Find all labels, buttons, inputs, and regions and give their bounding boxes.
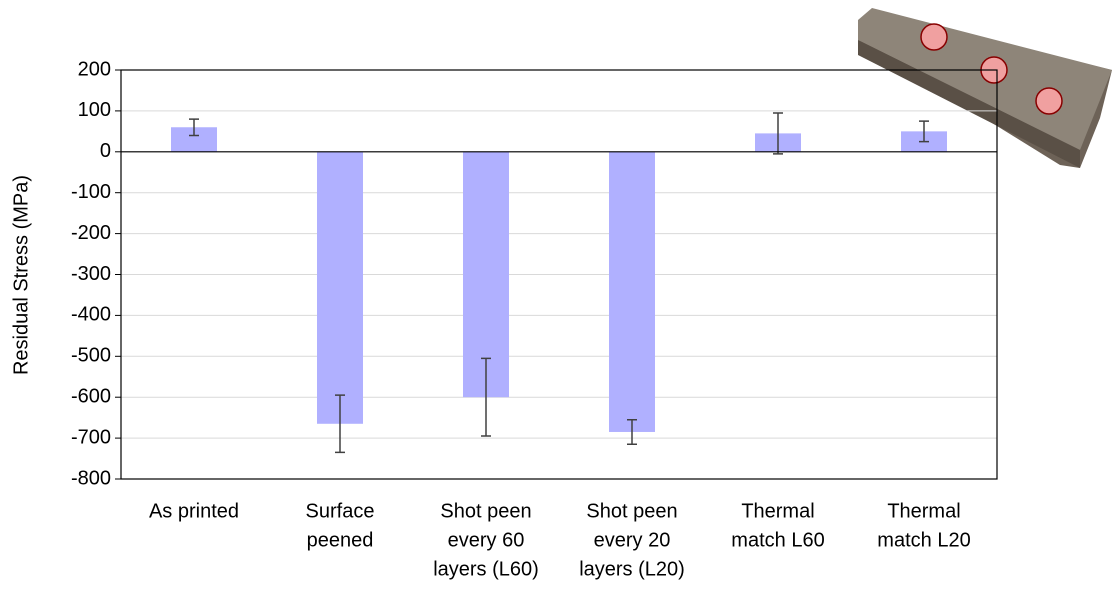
y-tick-label: -800	[71, 467, 111, 489]
specimen-photo	[858, 8, 1112, 168]
bar	[609, 152, 655, 432]
x-tick-label: Thermal	[887, 500, 960, 522]
x-tick-label: layers (L60)	[433, 558, 539, 580]
y-tick-label: -700	[71, 426, 111, 448]
y-tick-label: -600	[71, 385, 111, 407]
x-tick-label: Shot peen	[440, 500, 531, 522]
y-tick-label: -100	[71, 181, 111, 203]
y-axis-title: Residual Stress (MPa)	[10, 175, 32, 375]
x-tick-label: match L60	[731, 529, 824, 551]
y-tick-label: -200	[71, 222, 111, 244]
x-tick-label: peened	[307, 529, 374, 551]
y-tick-label: -300	[71, 263, 111, 285]
x-tick-label: Thermal	[741, 500, 814, 522]
chart: Residual Stress (MPa) -800 -700 -600 -500 -4…	[0, 0, 1119, 586]
x-tick-label: match L20	[877, 529, 970, 551]
y-tick-label: -500	[71, 345, 111, 367]
bar	[317, 152, 363, 424]
x-tick-label: every 60	[448, 529, 525, 551]
y-tick-label: 200	[78, 58, 111, 80]
y-tick-label: 0	[100, 140, 111, 162]
y-tick-label: 100	[78, 99, 111, 121]
x-tick-label: As printed	[149, 500, 239, 522]
x-tick-label: every 20	[594, 529, 671, 551]
x-tick-label: layers (L20)	[579, 558, 685, 580]
y-tick-label: -400	[71, 304, 111, 326]
x-tick-label: Surface	[306, 500, 375, 522]
x-tick-label: Shot peen	[586, 500, 677, 522]
